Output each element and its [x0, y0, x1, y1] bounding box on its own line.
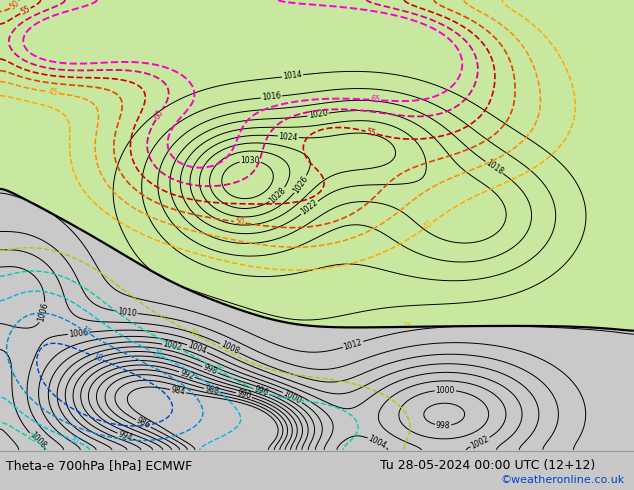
- Text: 50: 50: [234, 217, 245, 227]
- Text: 1006: 1006: [68, 328, 89, 339]
- Text: 1004: 1004: [366, 434, 388, 451]
- Text: 1022: 1022: [299, 198, 320, 217]
- Text: 40: 40: [422, 219, 435, 232]
- Text: 55: 55: [19, 4, 32, 17]
- Text: 1000: 1000: [281, 389, 303, 406]
- Text: 25: 25: [212, 364, 225, 376]
- Text: 1008: 1008: [219, 340, 240, 356]
- Text: 15: 15: [79, 325, 92, 338]
- Text: 1028: 1028: [268, 185, 288, 205]
- Text: 1018: 1018: [484, 158, 505, 176]
- Text: 1006: 1006: [37, 302, 50, 323]
- Text: 1008: 1008: [27, 430, 47, 450]
- Text: 986: 986: [135, 416, 152, 431]
- Text: 1024: 1024: [278, 131, 299, 142]
- Text: 996: 996: [253, 385, 270, 398]
- Text: 1014: 1014: [283, 71, 302, 81]
- Text: 988: 988: [204, 384, 220, 396]
- Text: 45: 45: [48, 87, 58, 98]
- Text: ©weatheronline.co.uk: ©weatheronline.co.uk: [500, 475, 624, 485]
- Text: 10: 10: [91, 352, 104, 364]
- Text: 20: 20: [150, 347, 163, 360]
- Text: 1030: 1030: [240, 156, 260, 165]
- Text: 1020: 1020: [308, 109, 328, 121]
- Text: 25: 25: [25, 432, 38, 445]
- Text: 30: 30: [186, 327, 199, 340]
- Text: 1000: 1000: [436, 386, 455, 395]
- Text: 65: 65: [370, 95, 380, 105]
- Text: 998: 998: [436, 421, 451, 430]
- Text: 1004: 1004: [186, 341, 208, 356]
- Text: 990: 990: [236, 389, 252, 401]
- Text: 1016: 1016: [261, 92, 281, 102]
- Text: 60: 60: [153, 108, 165, 121]
- Text: 50: 50: [8, 0, 22, 12]
- Text: 55: 55: [365, 127, 377, 138]
- Text: 1010: 1010: [117, 307, 138, 318]
- Text: 1012: 1012: [343, 338, 363, 351]
- Text: 994: 994: [117, 429, 134, 443]
- Text: Tu 28-05-2024 00:00 UTC (12+12): Tu 28-05-2024 00:00 UTC (12+12): [380, 460, 596, 472]
- Text: 35: 35: [402, 322, 412, 331]
- Text: 992: 992: [179, 368, 195, 381]
- Text: 1026: 1026: [292, 174, 310, 195]
- Text: 20: 20: [68, 435, 80, 446]
- Text: 984: 984: [170, 385, 186, 397]
- Text: 1002: 1002: [469, 434, 491, 450]
- Text: 998: 998: [202, 363, 218, 377]
- Text: 1002: 1002: [162, 340, 183, 353]
- Text: Theta-e 700hPa [hPa] ECMWF: Theta-e 700hPa [hPa] ECMWF: [6, 460, 193, 472]
